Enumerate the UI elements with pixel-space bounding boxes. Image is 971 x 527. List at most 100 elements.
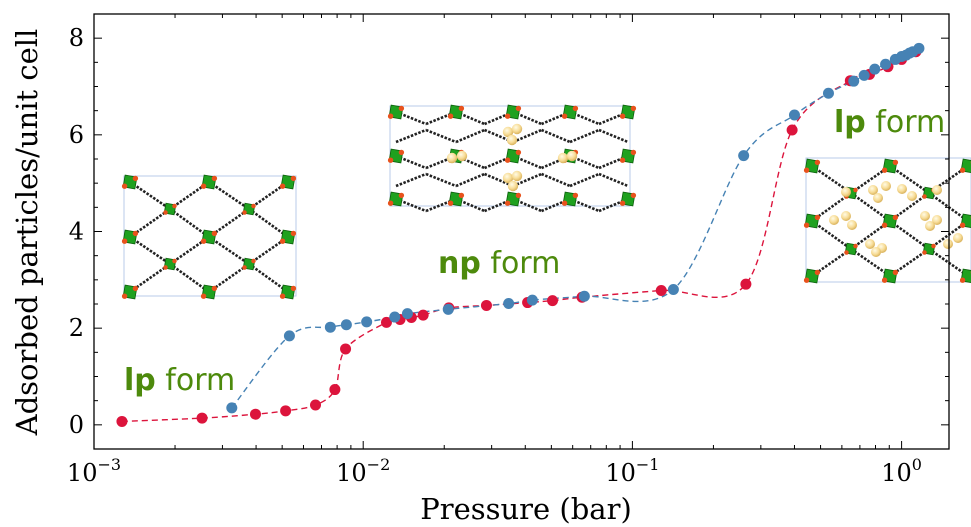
data-point <box>738 150 750 162</box>
organic-linker <box>811 219 852 251</box>
guest-molecule <box>932 185 942 195</box>
organic-linker <box>129 235 171 266</box>
oxygen-atom <box>121 293 128 299</box>
oxygen-atom <box>630 192 637 199</box>
x-tick-label-base: 10 <box>605 459 636 487</box>
oxygen-atom <box>892 269 899 276</box>
organic-linker <box>598 172 629 188</box>
oxygen-atom <box>279 238 286 244</box>
data-point <box>310 399 322 411</box>
np-form-label: np form <box>438 246 560 281</box>
data-point <box>324 321 336 333</box>
oxygen-atom <box>892 214 899 221</box>
organic-linker <box>540 128 571 144</box>
oxygen-atom <box>132 175 139 182</box>
guest-molecule <box>502 172 514 184</box>
oxygen-atom <box>504 157 511 163</box>
x-tick-label: 10−1 <box>605 455 659 487</box>
x-tick-labels: 10−3 10−2 10−1 100 <box>67 455 922 487</box>
oxygen-atom <box>922 250 927 255</box>
oxygen-atom <box>803 277 810 283</box>
oxygen-atom <box>200 183 207 189</box>
data-point <box>526 294 538 306</box>
oxygen-atom <box>803 167 810 173</box>
organic-linker <box>208 180 250 211</box>
data-point <box>389 311 401 323</box>
oxygen-atom <box>447 200 454 206</box>
organic-linker <box>425 172 457 188</box>
oxygen-atom <box>515 149 522 156</box>
y-tick-label: 0 <box>69 411 84 439</box>
organic-linker <box>850 191 891 223</box>
lp-form-label-left: lp form <box>124 363 235 398</box>
data-point <box>340 343 352 355</box>
oxygen-atom <box>279 293 286 299</box>
data-point <box>196 412 208 424</box>
organic-linker <box>540 172 571 188</box>
oxygen-atom <box>572 192 579 199</box>
y-tick-label: 6 <box>69 121 84 149</box>
organic-linker <box>455 172 486 188</box>
oxygen-atom <box>844 250 849 255</box>
oxygen-atom <box>959 222 966 228</box>
data-point <box>667 284 679 295</box>
oxygen-atom <box>163 265 168 270</box>
data-point <box>442 303 454 315</box>
data-point <box>822 87 834 99</box>
data-point <box>480 299 492 311</box>
organic-linker <box>248 262 289 294</box>
oxygen-atom <box>853 187 858 193</box>
oxygen-atom <box>515 192 522 199</box>
data-point <box>655 284 667 296</box>
oxygen-atom <box>504 200 511 206</box>
x-tick-label: 10−3 <box>67 455 121 487</box>
lp-form-label-right-text: form <box>866 105 945 140</box>
guest-molecule <box>557 152 569 164</box>
guest-molecule <box>502 126 514 138</box>
oxygen-atom <box>242 210 247 215</box>
data-point <box>283 330 295 342</box>
x-tick-label: 10−2 <box>336 455 390 487</box>
oxygen-atom <box>211 175 218 182</box>
oxygen-atom <box>619 157 626 163</box>
guest-molecule <box>841 211 851 221</box>
x-tick-label-exponent: −2 <box>367 455 391 474</box>
organic-linker <box>425 110 457 126</box>
lp-form-label-right-bold: lp <box>834 105 866 140</box>
oxygen-atom <box>398 192 405 199</box>
oxygen-atom <box>172 258 177 264</box>
guest-molecule <box>925 221 935 231</box>
oxygen-atom <box>959 167 966 173</box>
oxygen-atom <box>881 222 888 228</box>
data-point <box>417 309 429 321</box>
oxygen-atom <box>163 210 168 215</box>
guest-molecule <box>868 185 878 195</box>
np-form-structure-illustration <box>387 104 637 213</box>
organic-linker <box>425 197 457 213</box>
axis-ticks <box>93 14 949 449</box>
organic-linker <box>569 172 600 188</box>
oxygen-atom <box>251 203 256 209</box>
data-point <box>858 69 870 81</box>
organic-linker <box>512 128 543 144</box>
oxygen-atom <box>387 200 394 206</box>
organic-linker <box>169 262 210 294</box>
guest-molecule <box>881 181 891 191</box>
lp-form-label-left-bold: lp <box>124 363 156 398</box>
organic-linker <box>395 128 427 144</box>
y-tick-label: 2 <box>69 314 84 342</box>
oxygen-atom <box>200 293 207 299</box>
oxygen-atom <box>387 113 394 119</box>
oxygen-atom <box>458 192 465 199</box>
data-point <box>786 124 798 136</box>
oxygen-atom <box>881 277 888 283</box>
oxygen-atom <box>803 222 810 228</box>
organic-linker <box>569 128 600 144</box>
organic-linker <box>425 154 457 170</box>
oxygen-atom <box>561 113 568 119</box>
oxygen-atom <box>853 243 858 249</box>
guest-molecule <box>871 247 881 257</box>
organic-linker <box>395 172 427 188</box>
data-point <box>361 316 373 328</box>
lp-form-label-left-text: form <box>156 363 235 398</box>
